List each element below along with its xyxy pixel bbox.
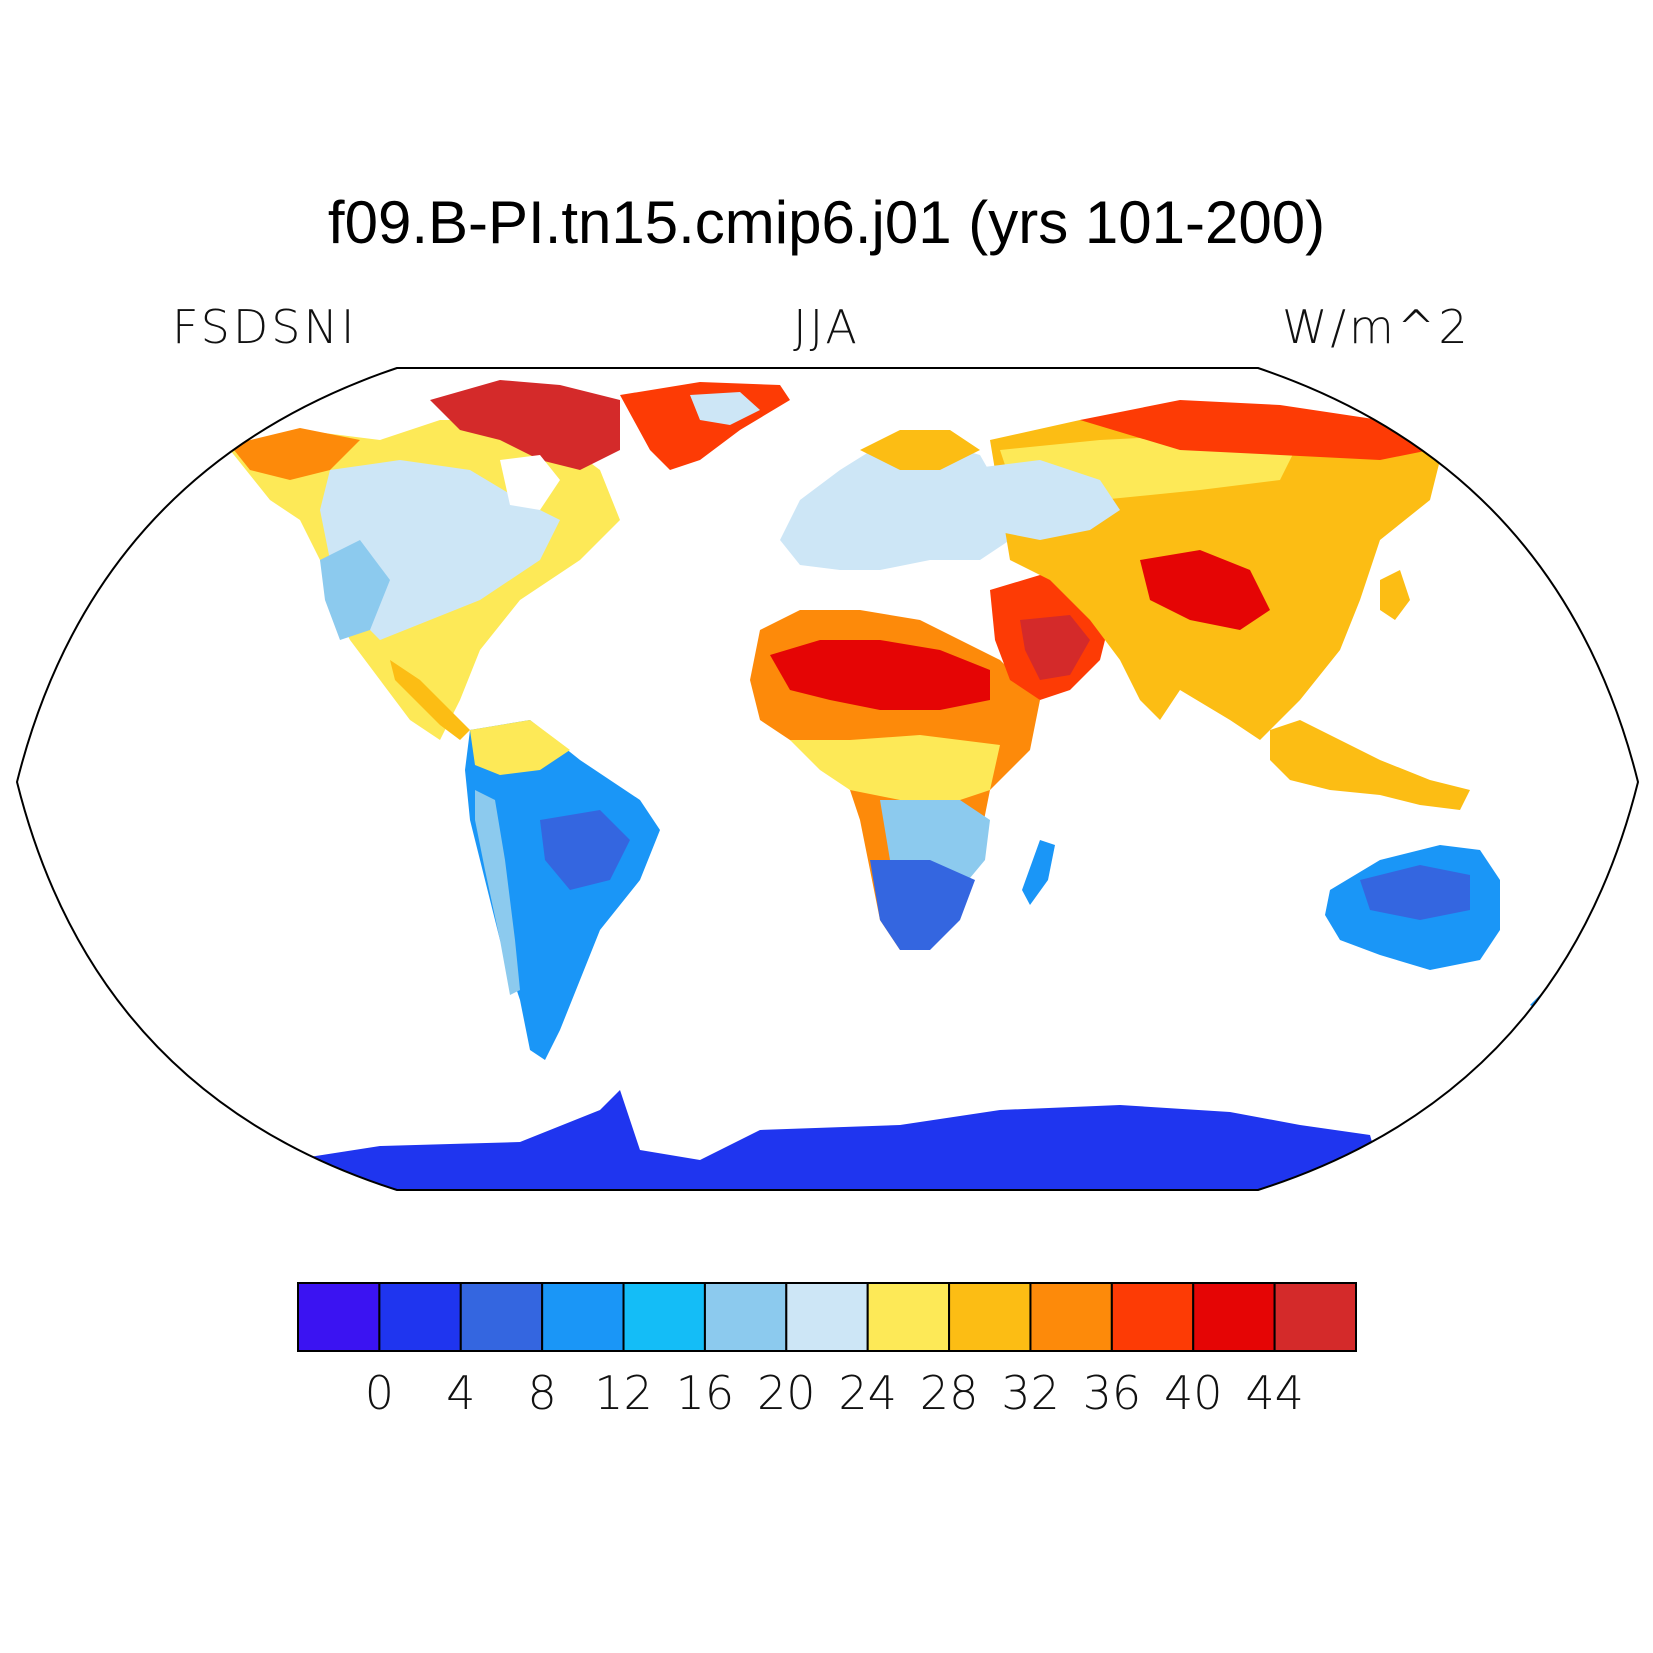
- colorbar-labels: 0 4 8 12 16 20 24 28 32 36 40 44: [365, 1366, 1304, 1420]
- southeast-asia-region: [1270, 720, 1470, 810]
- season-label: JJA: [793, 300, 860, 354]
- arabia-hot-region: [1020, 615, 1090, 680]
- colorbar-tick-label: 0: [365, 1366, 394, 1420]
- colorbar-tick-label: 28: [920, 1366, 979, 1420]
- greenland-interior-region: [690, 392, 760, 425]
- colorbar-box-7: [866, 1282, 951, 1352]
- north-america-west-region: [320, 540, 390, 640]
- south-america-core-region: [540, 810, 630, 890]
- land-fields: [230, 380, 1575, 1190]
- units-label: W/m^2: [1282, 300, 1471, 354]
- colorbar-box-9: [1029, 1282, 1113, 1352]
- colorbar-boxes: [297, 1282, 1357, 1352]
- colorbar-tick-label: 16: [676, 1366, 735, 1420]
- central-asia-blue-region: [960, 460, 1120, 540]
- colorbar-box-6: [785, 1282, 869, 1352]
- colorbar-box-4: [622, 1282, 706, 1352]
- colorbar-tick-label: 4: [446, 1366, 475, 1420]
- colorbar-box-12: [1273, 1282, 1357, 1352]
- colorbar-box-5: [703, 1282, 788, 1352]
- andes-region: [475, 790, 520, 995]
- colorbar-tick-label: 40: [1164, 1366, 1223, 1420]
- madagascar-region: [1022, 840, 1055, 905]
- tibet-hot-region: [1140, 550, 1270, 630]
- sahel-region: [790, 735, 1000, 800]
- colorbar-tick-label: 8: [528, 1366, 557, 1420]
- scandinavia-region: [860, 430, 980, 470]
- colorbar-box-8: [948, 1282, 1032, 1352]
- colorbar-box-3: [541, 1282, 625, 1352]
- colorbar-box-11: [1192, 1282, 1276, 1352]
- arctic-archipelago-region: [430, 380, 620, 470]
- colorbar-box-0: [297, 1282, 381, 1352]
- japan-region: [1380, 570, 1410, 620]
- plot-title: f09.B-PI.tn15.cmip6.j01 (yrs 101-200): [327, 189, 1326, 256]
- sahara-hot-region: [770, 640, 990, 710]
- canada-north-region: [230, 428, 360, 480]
- hudson-bay-region: [500, 455, 560, 510]
- variable-label: FSDSNI: [172, 300, 358, 354]
- europe-region: [780, 440, 1010, 570]
- map-boundary: [15, 367, 1640, 1191]
- colorbar-tick-label: 20: [757, 1366, 816, 1420]
- colorbar-box-2: [459, 1282, 544, 1352]
- colorbar-tick-label: 12: [594, 1366, 653, 1420]
- australia-core-region: [1360, 865, 1470, 920]
- colorbar-tick-label: 44: [1245, 1366, 1304, 1420]
- arctic-russia-region: [1080, 400, 1430, 460]
- colorbar-box-1: [378, 1282, 462, 1352]
- southern-africa-region: [870, 860, 975, 950]
- colorbar-box-10: [1110, 1282, 1195, 1352]
- colorbar-tick-label: 36: [1083, 1366, 1142, 1420]
- colorbar-tick-label: 32: [1001, 1366, 1060, 1420]
- central-america-region: [390, 660, 470, 740]
- colorbar-tick-label: 24: [838, 1366, 897, 1420]
- antarctica-region: [290, 1090, 1380, 1190]
- south-america-north-region: [470, 720, 570, 775]
